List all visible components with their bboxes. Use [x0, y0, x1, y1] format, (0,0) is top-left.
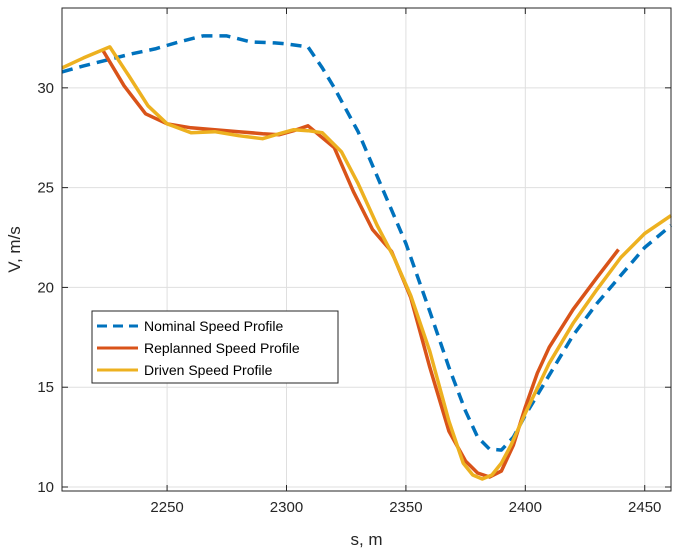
y-tick-label: 20 [37, 279, 54, 296]
x-tick-label: 2300 [270, 499, 303, 516]
y-axis-label: V, m/s [5, 226, 24, 273]
x-tick-label: 2400 [509, 499, 542, 516]
legend-label-replanned: Replanned Speed Profile [144, 340, 300, 356]
x-tick-label: 2250 [150, 499, 183, 516]
nominal-speed-line [61, 34, 673, 452]
y-tick-label: 15 [37, 379, 54, 396]
x-axis-label: s, m [350, 530, 382, 549]
ticks: 2250 2300 2350 2400 2450 10 15 20 25 30 [37, 8, 671, 516]
legend-label-driven: Driven Speed Profile [144, 362, 273, 378]
y-tick-label: 25 [37, 180, 54, 197]
y-tick-label: 30 [37, 80, 54, 97]
plot-background [62, 8, 671, 491]
replanned-speed-line [101, 49, 620, 479]
plot-frame [61, 7, 672, 492]
y-tick-label: 10 [37, 479, 54, 496]
series-layer [61, 34, 673, 481]
x-tick-label: 2350 [389, 499, 422, 516]
driven-speed-line [61, 45, 672, 481]
legend-label-nominal: Nominal Speed Profile [144, 318, 284, 334]
x-tick-label: 2450 [628, 499, 661, 516]
legend: Nominal Speed Profile Replanned Speed Pr… [91, 310, 339, 384]
